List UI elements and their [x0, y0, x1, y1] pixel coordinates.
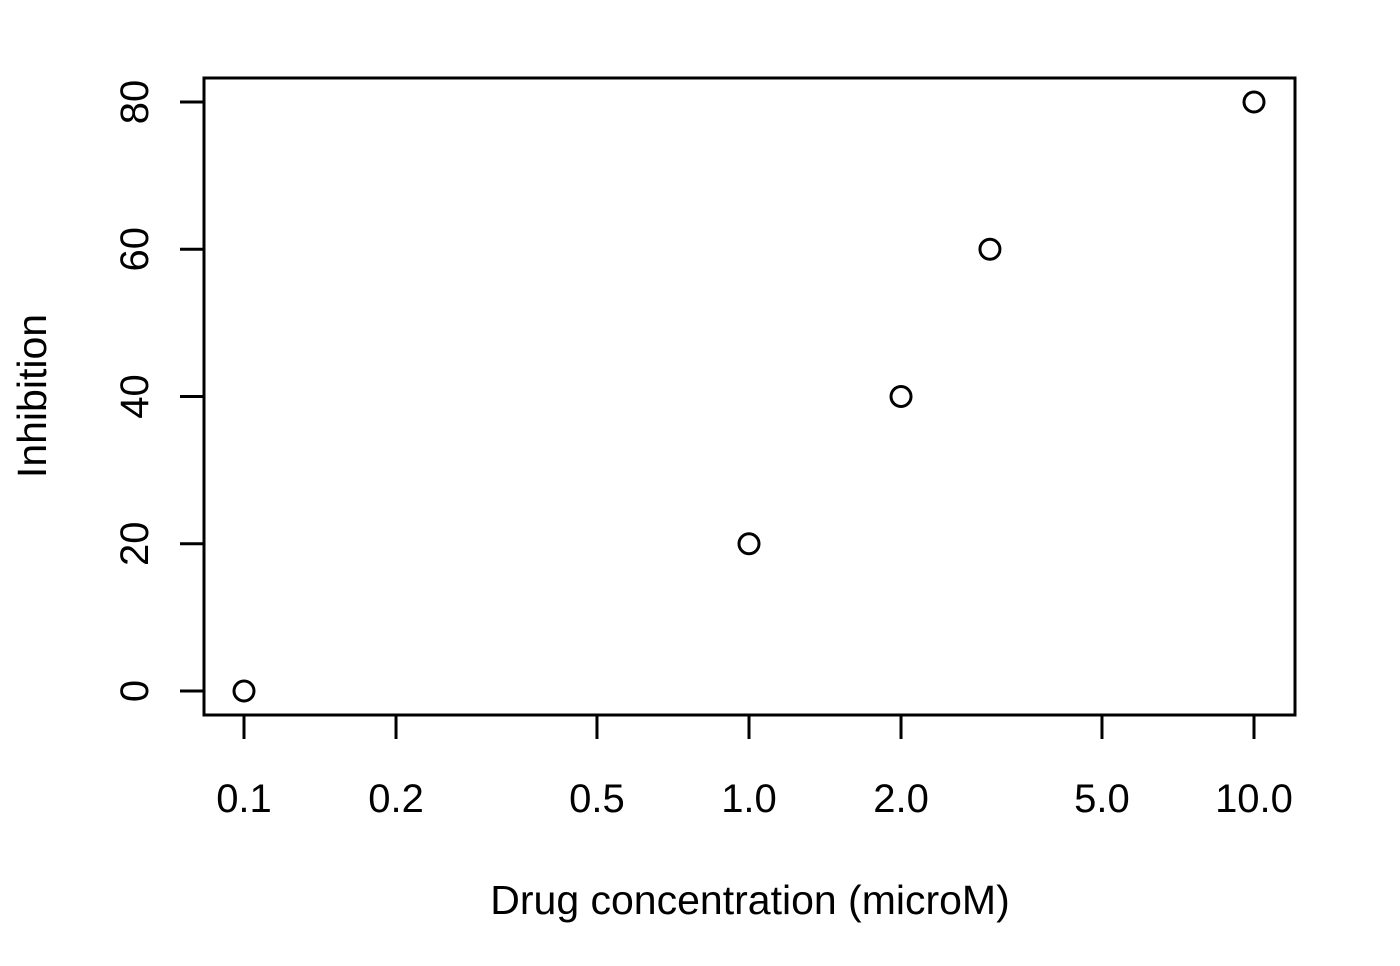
- x-tick-label: 10.0: [1215, 777, 1293, 821]
- data-point: [978, 237, 1002, 261]
- x-axis: 0.1 0.2 0.5 1.0 2.0 5.0 10.0: [216, 715, 1293, 821]
- x-tick-label: 0.2: [368, 777, 424, 821]
- y-tick-label: 0: [113, 680, 157, 702]
- x-tick-label: 1.0: [721, 777, 777, 821]
- x-tick-label: 0.1: [216, 777, 272, 821]
- data-point: [1242, 90, 1266, 114]
- x-tick-label: 2.0: [873, 777, 929, 821]
- data-point: [889, 385, 913, 408]
- y-tick-label: 40: [113, 374, 157, 419]
- x-tick-label: 0.5: [569, 777, 625, 821]
- plot-frame: [202, 76, 1297, 717]
- data-point: [232, 679, 256, 703]
- y-axis-label: Inhibition: [9, 314, 55, 478]
- y-axis: 0 20 40 60 80: [113, 80, 204, 702]
- x-tick-label: 5.0: [1074, 777, 1130, 821]
- y-tick-label: 20: [113, 522, 157, 567]
- y-tick-label: 60: [113, 227, 157, 272]
- data-points: [232, 90, 1266, 703]
- y-tick-label: 80: [113, 80, 157, 125]
- data-point: [737, 532, 761, 556]
- x-axis-label: Drug concentration (microM): [490, 877, 1010, 923]
